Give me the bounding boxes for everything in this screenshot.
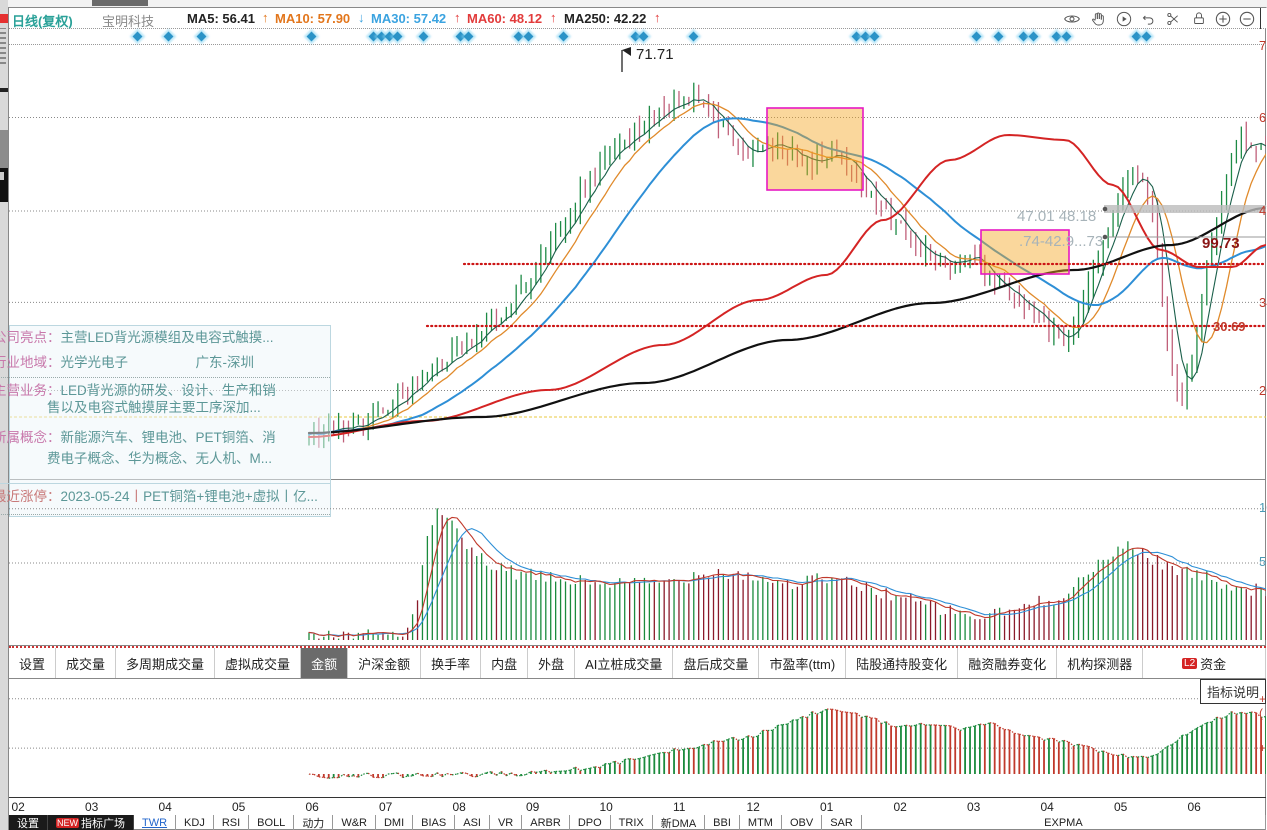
svg-text:99.73: 99.73 bbox=[1202, 235, 1240, 252]
svg-text:71.71: 71.71 bbox=[636, 46, 674, 63]
svg-text:47.01 48.18: 47.01 48.18 bbox=[1017, 208, 1096, 225]
svg-text:.74-42.9...73: .74-42.9...73 bbox=[1019, 233, 1103, 250]
